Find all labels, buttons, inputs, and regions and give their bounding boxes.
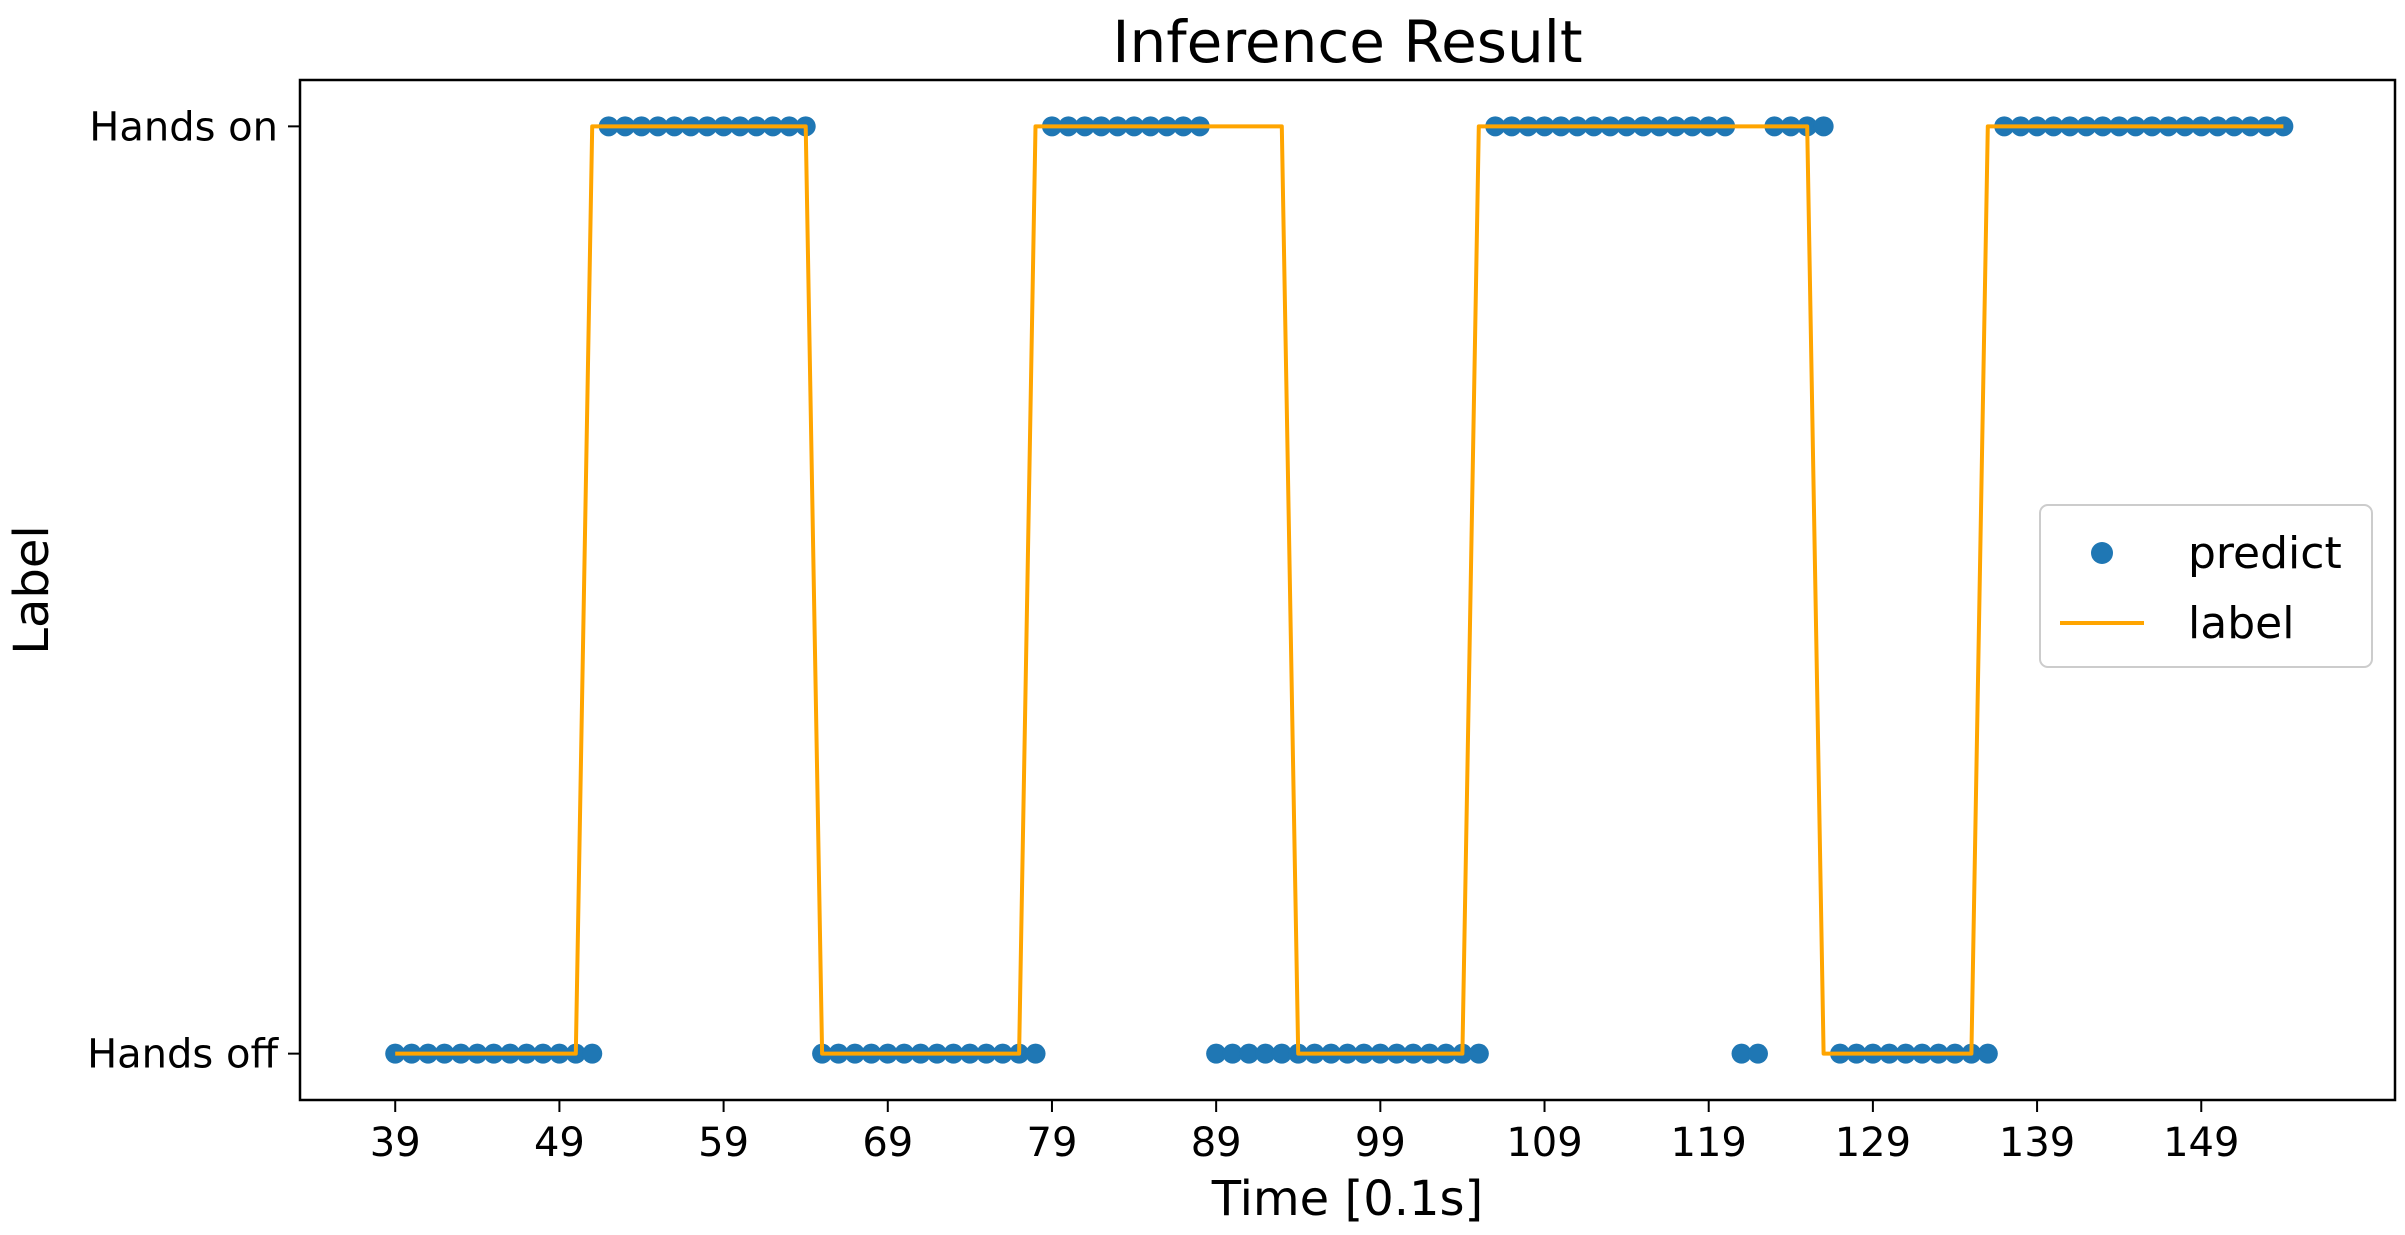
legend: predict label (2039, 504, 2373, 668)
predict-point (582, 1043, 603, 1064)
x-tick-label: 129 (1835, 1120, 1911, 1166)
y-tick-label: Hands on (89, 104, 278, 150)
x-tick-label: 59 (698, 1120, 749, 1166)
x-axis: 39 49 59 69 79 89 99 109 119 129 139 149 (370, 1100, 2239, 1166)
x-tick-label: 99 (1355, 1120, 1406, 1166)
predict-point (1977, 1043, 1998, 1064)
predict-point (1271, 1043, 1292, 1064)
predict-point (1747, 1043, 1768, 1064)
predict-point (1255, 1043, 1276, 1064)
legend-predict-text: predict (2188, 528, 2342, 579)
chart-title: Inference Result (1112, 8, 1582, 76)
predict-point (1731, 1043, 1752, 1064)
legend-box (2039, 504, 2373, 668)
x-axis-title: Time [0.1s] (1211, 1171, 1484, 1227)
predict-point (1222, 1043, 1243, 1064)
y-tick-label: Hands off (87, 1032, 279, 1078)
legend-predict-marker (2091, 542, 2113, 564)
legend-label-text: label (2188, 598, 2294, 649)
predict-point (1238, 1043, 1259, 1064)
predict-point (1468, 1043, 1489, 1064)
predict-point (1206, 1043, 1227, 1064)
x-tick-label: 109 (1506, 1120, 1582, 1166)
x-tick-label: 89 (1191, 1120, 1242, 1166)
x-tick-label: 39 (370, 1120, 421, 1166)
predict-point (1025, 1043, 1046, 1064)
x-tick-label: 79 (1027, 1120, 1078, 1166)
label-line (395, 124, 2284, 1056)
predict-point (1813, 116, 1834, 137)
y-axis: Hands off Hands on (87, 104, 300, 1078)
x-tick-label: 119 (1671, 1120, 1747, 1166)
x-tick-label: 139 (1999, 1120, 2075, 1166)
x-tick-label: 69 (862, 1120, 913, 1166)
y-axis-title: Label (4, 525, 60, 655)
x-tick-label: 149 (2163, 1120, 2239, 1166)
x-tick-label: 49 (534, 1120, 585, 1166)
